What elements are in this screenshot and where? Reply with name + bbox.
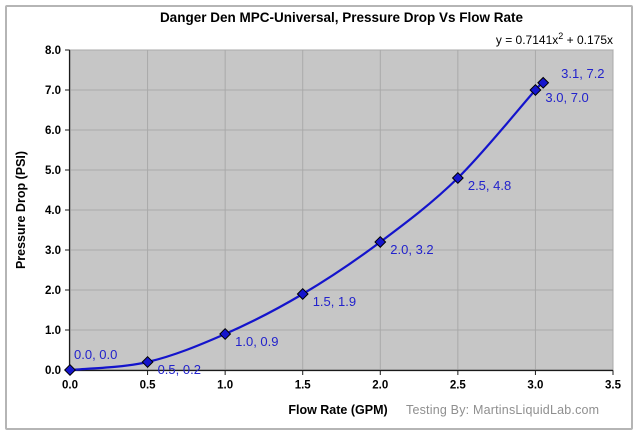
equation-prefix: y = 0.7141x	[495, 33, 559, 47]
y-axis-title: Pressure Drop (PSI)	[14, 150, 28, 270]
x-tick-label: 3.5	[605, 380, 622, 392]
x-tick-label: 0.5	[140, 380, 157, 392]
data-point-label: 1.5, 1.9	[313, 294, 356, 309]
testing-credit: Testing By: MartinsLiquidLab.com	[406, 403, 600, 417]
y-tick-label: 3.0	[45, 245, 61, 257]
data-point-label: 3.0, 7.0	[545, 90, 588, 105]
y-tick-label: 5.0	[45, 165, 61, 177]
x-tick-label: 1.5	[295, 380, 312, 392]
data-point-label: 0.0, 0.0	[74, 347, 117, 362]
data-point-label: 0.5, 0.2	[158, 362, 201, 377]
x-tick-label: 2.5	[450, 380, 467, 392]
data-point-label: 3.1, 7.2	[561, 66, 604, 81]
data-point-marker	[219, 327, 232, 341]
trendline-equation: y = 0.7141x2 + 0.175x	[496, 31, 613, 47]
y-tick-label: 4.0	[45, 205, 61, 217]
series-line	[68, 79, 546, 372]
y-tick-label: 6.0	[45, 125, 61, 137]
x-tick-label: 0.0	[62, 380, 78, 392]
data-point-label: 1.0, 0.9	[235, 334, 278, 349]
y-tick-label: 1.0	[45, 325, 61, 337]
data-point-marker	[374, 235, 387, 249]
chart-title: Danger Den MPC-Universal, Pressure Drop …	[159, 10, 524, 25]
data-point-marker	[296, 287, 309, 301]
y-tick-label: 0.0	[45, 365, 61, 377]
x-tick-label: 3.0	[527, 380, 543, 392]
x-tick-label: 2.0	[372, 380, 388, 392]
data-point-label: 2.5, 4.8	[468, 178, 511, 193]
x-tick-label: 1.0	[217, 380, 233, 392]
data-point-marker	[537, 76, 550, 89]
data-point-marker	[451, 171, 464, 185]
data-point-marker	[529, 83, 542, 97]
equation-suffix: + 0.175x	[563, 33, 613, 47]
equation-exponent: 2	[558, 31, 564, 41]
y-tick-label: 2.0	[45, 285, 61, 297]
data-point-marker	[141, 355, 154, 369]
data-point-label: 2.0, 3.2	[390, 242, 433, 257]
x-axis-title: Flow Rate (GPM)	[288, 403, 388, 417]
y-tick-label: 8.0	[45, 45, 61, 57]
y-tick-label: 7.0	[45, 85, 61, 97]
data-point-marker	[63, 363, 77, 377]
